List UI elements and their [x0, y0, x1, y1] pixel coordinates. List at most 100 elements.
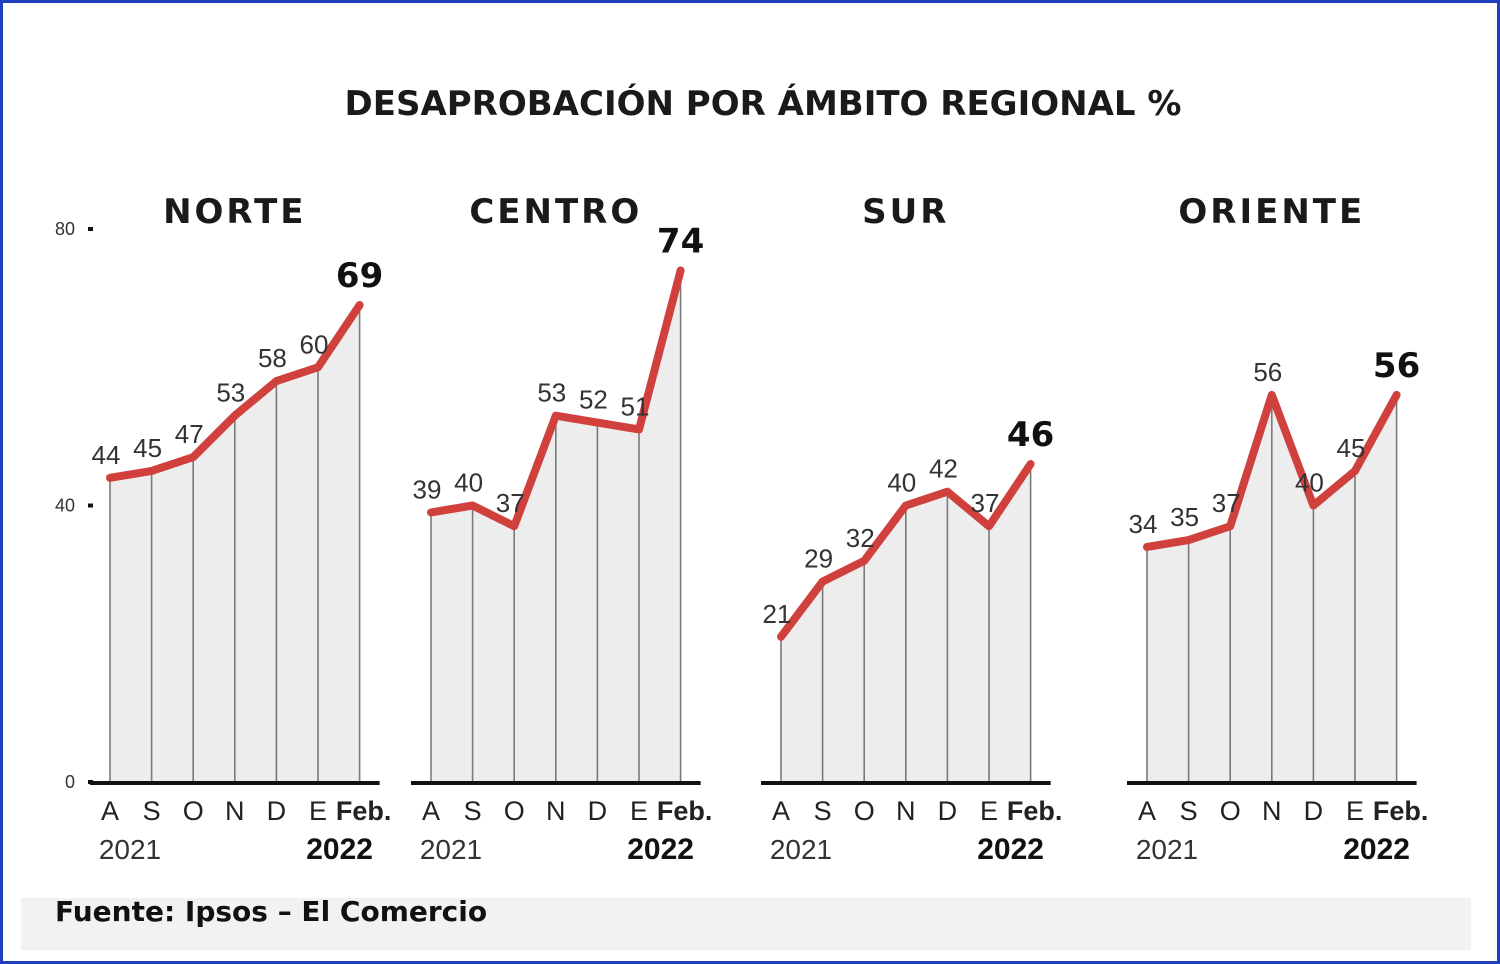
- data-point: [1268, 391, 1275, 398]
- x-tick-label: S: [814, 796, 832, 826]
- data-label: 44: [92, 440, 121, 470]
- x-tick-label: D: [1304, 796, 1324, 826]
- y-tick-mark: [88, 227, 93, 231]
- year-label: 2021: [770, 834, 832, 865]
- x-tick-label: E: [980, 796, 998, 826]
- panel-title: NORTE: [163, 192, 306, 232]
- panel-title: CENTRO: [469, 192, 642, 232]
- data-point: [190, 454, 197, 461]
- year-label: 2021: [1136, 834, 1198, 865]
- data-point: [273, 378, 280, 385]
- data-label: 42: [929, 454, 958, 484]
- data-label: 52: [579, 385, 608, 415]
- year-label: 2022: [1343, 833, 1410, 866]
- chart-title: DESAPROBACIÓN POR ÁMBITO REGIONAL %: [345, 83, 1182, 124]
- data-label: 35: [1170, 502, 1199, 532]
- x-tick-label: O: [504, 796, 525, 826]
- data-label: 51: [621, 391, 650, 421]
- data-point: [819, 578, 826, 585]
- data-point: [1144, 543, 1150, 550]
- x-tick-label: D: [267, 796, 287, 826]
- data-point: [778, 633, 784, 640]
- data-label: 40: [1295, 468, 1324, 498]
- data-label: 60: [300, 329, 329, 359]
- x-tick-label: E: [309, 796, 327, 826]
- panel-norte: NORTE 80 40 0 44 45 47 53 58 60 69 A S O N D E Feb. 2021 20…: [55, 192, 391, 866]
- data-label: 40: [454, 468, 483, 498]
- data-point: [944, 488, 951, 495]
- x-tick-label: A: [772, 796, 790, 826]
- data-label: 40: [887, 468, 916, 498]
- data-label: 56: [1373, 346, 1420, 386]
- panel-centro: CENTRO 39 40 37 53 52 51 74 A S O N D E Feb. 2021 2022: [411, 192, 712, 866]
- x-tick-label: E: [630, 796, 648, 826]
- data-point: [469, 502, 476, 509]
- data-label: 21: [763, 599, 792, 629]
- data-label: 45: [1337, 433, 1366, 463]
- data-point: [356, 302, 363, 309]
- x-tick-label: S: [143, 796, 161, 826]
- panel-title: SUR: [862, 192, 949, 232]
- x-tick-label: A: [101, 796, 119, 826]
- x-tick-label: D: [588, 796, 608, 826]
- data-point: [636, 426, 642, 433]
- data-point: [1185, 537, 1192, 544]
- x-tick-label: Feb.: [1007, 796, 1063, 826]
- year-label: 2022: [627, 833, 694, 866]
- data-label: 37: [971, 488, 1000, 518]
- x-tick-label: A: [422, 796, 440, 826]
- data-point: [231, 412, 238, 419]
- x-tick-label: N: [1262, 796, 1282, 826]
- panel-oriente: ORIENTE 34 35 37 56 40 45 56 A S O N D E Feb. 2021 2022: [1127, 192, 1428, 866]
- data-label: 58: [258, 343, 287, 373]
- data-label: 37: [496, 488, 525, 518]
- year-label: 2022: [977, 833, 1044, 866]
- data-label: 37: [1212, 488, 1241, 518]
- y-tick-label: 80: [55, 219, 75, 239]
- data-label: 69: [336, 256, 383, 296]
- data-point: [511, 523, 518, 530]
- x-tick-label: E: [1346, 796, 1364, 826]
- data-label: 53: [537, 378, 566, 408]
- x-tick-label: S: [464, 796, 482, 826]
- data-point: [594, 419, 601, 426]
- data-label: 32: [846, 523, 875, 553]
- data-point: [148, 467, 155, 474]
- data-point: [1352, 467, 1358, 474]
- data-label: 46: [1007, 415, 1054, 455]
- data-point: [986, 523, 992, 530]
- x-tick-label: N: [225, 796, 245, 826]
- source-band: [21, 898, 1471, 950]
- data-label: 56: [1253, 357, 1282, 387]
- source-note: Fuente: Ipsos – El Comercio: [55, 895, 487, 928]
- data-label: 53: [216, 378, 245, 408]
- x-tick-label: Feb.: [336, 796, 392, 826]
- data-point: [861, 557, 868, 564]
- data-label: 34: [1129, 509, 1158, 539]
- data-label: 45: [133, 433, 162, 463]
- data-point: [1393, 391, 1400, 398]
- data-point: [677, 267, 684, 274]
- data-label: 29: [804, 544, 833, 574]
- y-tick-label: 40: [55, 496, 75, 516]
- data-point: [902, 502, 909, 509]
- chart-canvas: DESAPROBACIÓN POR ÁMBITO REGIONAL % Fuen…: [21, 83, 1471, 950]
- year-label: 2021: [420, 834, 482, 865]
- x-tick-label: Feb.: [657, 796, 713, 826]
- x-tick-label: O: [183, 796, 204, 826]
- year-label: 2021: [99, 834, 161, 865]
- data-point: [552, 412, 559, 419]
- data-point: [1027, 461, 1034, 468]
- data-point: [428, 509, 434, 516]
- x-tick-label: N: [896, 796, 916, 826]
- x-tick-label: S: [1180, 796, 1198, 826]
- y-tick-label: 0: [65, 772, 75, 792]
- data-label: 47: [175, 419, 204, 449]
- x-tick-label: A: [1138, 796, 1156, 826]
- data-label: 74: [657, 221, 704, 261]
- data-point: [1310, 502, 1317, 509]
- x-tick-label: D: [938, 796, 958, 826]
- data-point: [315, 364, 321, 371]
